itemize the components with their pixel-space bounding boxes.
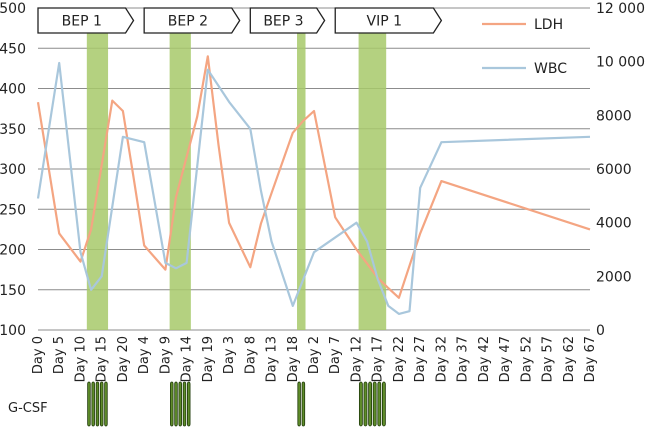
x-tick-label: Day 42 [477, 336, 492, 382]
x-tick-label: Day 5 [52, 336, 67, 374]
x-tick-label: Day 47 [498, 336, 513, 382]
y-right-tick-label: 4000 [596, 216, 632, 232]
x-tick-label: Day 14 [180, 336, 195, 382]
gcsf-band [86, 8, 109, 330]
y-left-tick-label: 200 [0, 243, 26, 259]
gcsf-dose [95, 381, 100, 427]
x-tick-label: Day 37 [456, 336, 471, 382]
x-tick-label: Day 32 [434, 336, 449, 382]
y-left-tick-label: 500 [0, 1, 26, 17]
x-tick-label: Day 17 [371, 336, 386, 382]
legend: LDH WBC [482, 17, 567, 77]
x-tick-label: Day 13 [265, 336, 280, 382]
gcsf-dose [182, 381, 187, 427]
gridlines [38, 7, 590, 331]
y-right-tick-label: 10 000 [596, 55, 645, 71]
gcsf-bands [86, 8, 387, 330]
gcsf-dose [187, 381, 191, 427]
x-tick-label: Day 52 [519, 336, 534, 382]
cycle-label: BEP 1 [62, 14, 102, 30]
cycle-arrow [143, 7, 241, 34]
y-right-tick-label: 8000 [596, 108, 632, 124]
gcsf-band [297, 8, 306, 330]
cycle-label: VIP 1 [367, 14, 403, 30]
x-tick-label: Day 0 [31, 336, 46, 374]
x-tick-label: Day 3 [222, 336, 237, 374]
gcsf-dose [104, 381, 108, 427]
x-tick-label: Day 15 [95, 336, 110, 382]
gcsf-band [358, 8, 387, 330]
gcsf-dose [99, 381, 104, 427]
axes: 100 150 200 250 300 350 400 450 500 0 2000 4000 6000… [0, 1, 645, 382]
x-tick-label: Day 12 [349, 336, 364, 382]
x-tick-label: Day 2 [307, 336, 322, 374]
x-tick-label: Day 57 [541, 336, 556, 382]
cycle-arrow [334, 7, 443, 34]
gcsf-dose [170, 381, 174, 427]
series-line-wbc [36, 61, 591, 315]
cycle-arrow [249, 7, 326, 34]
y-right-tick-label: 0 [596, 323, 605, 339]
y-right-tick-label: 2000 [596, 269, 632, 285]
gcsf-dose [358, 381, 363, 427]
legend-label-wbc: WBC [534, 61, 567, 77]
cycle-arrow [37, 7, 135, 34]
x-tick-label: Day 22 [392, 336, 407, 382]
series-line-ldh [36, 55, 591, 299]
x-tick-label: Day 27 [413, 336, 428, 382]
gcsf-dose [91, 381, 95, 427]
x-tick-label: Day 62 [562, 336, 577, 382]
gcsf-dose [87, 381, 91, 427]
x-tick-label: Day 67 [583, 336, 598, 382]
gcsf-dose [174, 381, 178, 427]
y-left-tick-label: 250 [0, 202, 26, 218]
cycle-label: BEP 3 [263, 14, 303, 30]
gcsf-dose [377, 381, 382, 427]
gcsf-row: G-CSF [8, 381, 386, 427]
gcsf-band [169, 8, 191, 330]
gcsf-dose [372, 381, 377, 427]
gcsf-dose [368, 381, 372, 427]
y-left-tick-label: 400 [0, 82, 26, 98]
gcsf-dose [301, 381, 306, 427]
gcsf-dose [381, 381, 386, 427]
gcsf-dose [178, 381, 182, 427]
y-right-tick-label: 12 000 [596, 1, 645, 17]
y-left-tick-label: 100 [0, 323, 26, 339]
y-left-tick-label: 450 [0, 41, 26, 57]
y-left-tick-label: 350 [0, 122, 26, 138]
gcsf-dose [297, 381, 301, 427]
x-tick-label: Day 9 [158, 336, 173, 374]
gcsf-dose [363, 381, 368, 427]
legend-label-ldh: LDH [534, 17, 563, 33]
gcsf-label: G-CSF [8, 401, 48, 416]
x-tick-label: Day 4 [137, 336, 152, 374]
y-left-tick-label: 300 [0, 162, 26, 178]
x-tick-label: Day 8 [243, 336, 258, 374]
x-tick-label: Day 20 [116, 336, 131, 382]
x-tick-label: Day 19 [201, 336, 216, 382]
y-left-tick-label: 150 [0, 283, 26, 299]
y-right-tick-label: 6000 [596, 162, 632, 178]
x-tick-label: Day 7 [328, 336, 343, 374]
cycle-label: BEP 2 [168, 14, 208, 30]
cycle-markers: BEP 1 BEP 2 BEP 3 VIP 1 [37, 7, 443, 34]
x-tick-label: Day 18 [286, 336, 301, 382]
series [36, 55, 591, 315]
x-tick-label: Day 10 [73, 336, 88, 382]
